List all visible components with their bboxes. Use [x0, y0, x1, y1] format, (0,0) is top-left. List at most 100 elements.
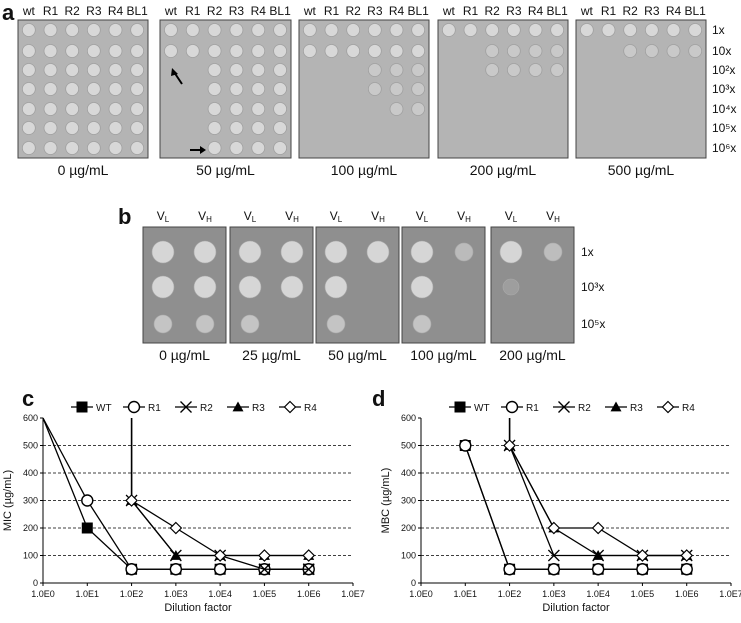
- colony-spot: [86, 121, 101, 135]
- column-label: R4: [389, 4, 405, 18]
- colony-spot: [251, 102, 266, 116]
- y-tick-label: 500: [23, 441, 38, 451]
- colony-spot: [367, 23, 382, 37]
- colony-spot: [550, 23, 565, 37]
- plate-concentration-label: 100 µg/mL: [331, 162, 398, 178]
- series-line: [508, 418, 687, 557]
- column-label: wt: [164, 4, 178, 18]
- plate-concentration-label: 200 µg/mL: [499, 347, 566, 363]
- colony-spot: [411, 23, 426, 37]
- column-label: R2: [207, 4, 223, 18]
- x-tick-label: 1.0E6: [297, 589, 321, 599]
- marker-diamond: [125, 494, 138, 507]
- column-label: R3: [367, 4, 383, 18]
- colony-spot: [153, 314, 173, 334]
- column-label: VH: [546, 209, 560, 224]
- column-label: wt: [303, 4, 317, 18]
- colony-spot: [506, 63, 521, 77]
- dilution-label: 1x: [712, 23, 725, 37]
- arrow-head: [200, 146, 206, 154]
- colony-spot: [108, 121, 123, 135]
- colony-spot: [207, 102, 222, 116]
- colony-spot: [502, 278, 520, 296]
- marker-diamond: [258, 549, 271, 562]
- colony-spot: [273, 82, 287, 96]
- marker-circle: [591, 563, 605, 576]
- colony-spot: [195, 314, 215, 334]
- y-tick-label: 600: [23, 413, 38, 423]
- colony-spot: [229, 82, 244, 96]
- dilution-label: 10x: [712, 44, 731, 58]
- y-axis-label: MIC (µg/mL): [2, 470, 14, 531]
- colony-spot: [389, 82, 404, 96]
- x-tick-label: 1.0E0: [409, 589, 433, 599]
- y-tick-label: 300: [401, 496, 416, 506]
- marker-circle: [169, 563, 183, 576]
- x-axis-label: Dilution factor: [164, 602, 232, 614]
- column-label: wt: [442, 4, 456, 18]
- colony-spot: [389, 44, 404, 58]
- colony-spot: [108, 44, 123, 58]
- marker-triangle: [610, 401, 622, 412]
- colony-spot: [367, 82, 382, 96]
- panel-a-letter: a: [2, 0, 15, 25]
- colony-spot: [251, 23, 266, 37]
- colony-spot: [688, 23, 703, 37]
- colony-spot: [644, 44, 659, 58]
- colony-spot: [108, 141, 123, 155]
- colony-spot: [65, 82, 80, 96]
- series-line: [42, 417, 309, 570]
- colony-spot: [411, 102, 426, 116]
- colony-spot: [43, 63, 58, 77]
- plate-concentration-label: 500 µg/mL: [608, 162, 675, 178]
- colony-spot: [528, 23, 543, 37]
- legend-item: R2: [553, 401, 591, 414]
- marker-circle: [503, 563, 516, 576]
- colony-spot: [543, 242, 563, 262]
- x-tick-label: 1.0E7: [719, 589, 741, 599]
- colony-spot: [65, 102, 80, 116]
- colony-spot: [346, 44, 361, 58]
- column-label: VL: [505, 209, 518, 224]
- y-tick-label: 200: [23, 523, 38, 533]
- dilution-label: 1x: [581, 245, 594, 259]
- colony-spot: [273, 44, 287, 58]
- chart-d: 0 100 200 300 400 500 600 1.0E0 1.0E1 1.0E2 1.0E3 1…: [380, 400, 741, 614]
- marker-diamond: [661, 400, 675, 414]
- colony-spot: [229, 44, 244, 58]
- colony-spot: [273, 141, 287, 155]
- colony-spot: [130, 23, 145, 37]
- colony-spot: [251, 121, 266, 135]
- colony-spot: [207, 82, 222, 96]
- x-tick-label: 1.0E6: [675, 589, 699, 599]
- colony-spot: [251, 82, 266, 96]
- colony-spot: [367, 63, 382, 77]
- marker-x: [302, 563, 315, 576]
- column-label: BL1: [407, 4, 429, 18]
- column-label: VH: [198, 209, 212, 224]
- x-tick-label: 1.0E5: [253, 589, 277, 599]
- column-label: R4: [528, 4, 544, 18]
- column-label: BL1: [126, 4, 148, 18]
- legend-label: WT: [474, 403, 490, 414]
- panel-b-letter: b: [118, 204, 132, 229]
- colony-spot: [251, 63, 266, 77]
- colony-spot: [86, 63, 101, 77]
- colony-spot: [324, 240, 348, 264]
- marker-circle: [547, 563, 561, 576]
- x-tick-label: 1.0E1: [76, 589, 100, 599]
- colony-spot: [324, 44, 339, 58]
- dilution-label: 10⁶x: [712, 141, 736, 155]
- colony-spot: [86, 82, 101, 96]
- colony-spot: [86, 141, 101, 155]
- y-tick-label: 200: [401, 523, 416, 533]
- colony-spot: [151, 275, 175, 299]
- legend-label: R4: [304, 403, 317, 414]
- colony-spot: [65, 44, 80, 58]
- y-tick-label: 0: [33, 578, 38, 588]
- column-label: R3: [506, 4, 522, 18]
- plate: [437, 19, 569, 159]
- column-label: wt: [22, 4, 36, 18]
- plate-concentration-label: 0 µg/mL: [159, 347, 210, 363]
- x-tick-label: 1.0E3: [542, 589, 566, 599]
